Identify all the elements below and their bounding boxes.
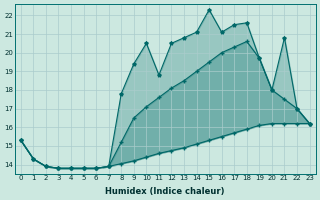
X-axis label: Humidex (Indice chaleur): Humidex (Indice chaleur) xyxy=(106,187,225,196)
